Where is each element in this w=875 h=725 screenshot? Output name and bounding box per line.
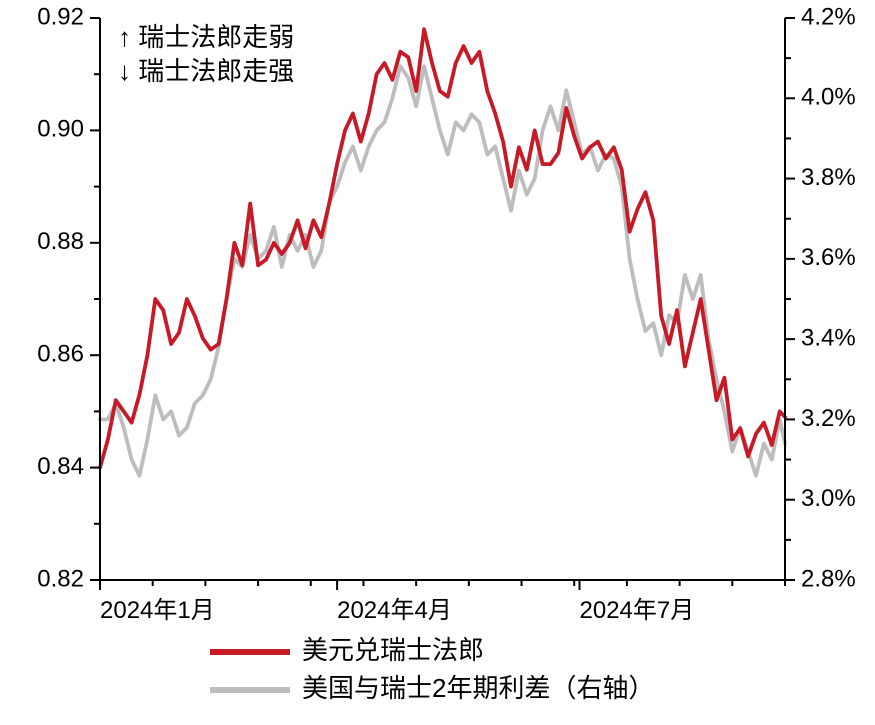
right-tick-label: 3.8% — [801, 164, 856, 191]
right-tick-label: 2.8% — [801, 565, 856, 592]
annotation-strong: ↓ 瑞士法郎走强 — [118, 56, 294, 86]
left-tick-label: 0.88 — [37, 228, 84, 255]
right-tick-label: 4.2% — [801, 3, 856, 30]
x-tick-label: 2024年1月 — [100, 597, 215, 624]
left-tick-label: 0.86 — [37, 341, 84, 368]
chart-container: 0.82 0.84 0.86 0.88 0.90 0.92 2.8% 3.0% 3.2% 3.4%… — [0, 0, 875, 725]
annotation-weak: ↑ 瑞士法郎走弱 — [118, 22, 294, 52]
dual-axis-line-chart: 0.82 0.84 0.86 0.88 0.90 0.92 2.8% 3.0% 3.2% 3.4%… — [0, 0, 875, 725]
right-tick-label: 4.0% — [801, 84, 856, 111]
left-tick-label: 0.92 — [37, 3, 84, 30]
x-tick-label: 2024年4月 — [337, 597, 452, 624]
legend-label: 美国与瑞士2年期利差（右轴） — [302, 673, 654, 703]
right-tick-label: 3.0% — [801, 485, 856, 512]
legend-label: 美元兑瑞士法郎 — [302, 635, 484, 665]
left-tick-label: 0.84 — [37, 453, 84, 480]
left-tick-label: 0.90 — [37, 116, 84, 143]
x-tick-label: 2024年7月 — [580, 597, 695, 624]
right-tick-label: 3.4% — [801, 324, 856, 351]
right-tick-label: 3.2% — [801, 405, 856, 432]
left-tick-label: 0.82 — [37, 565, 84, 592]
right-tick-label: 3.6% — [801, 244, 856, 271]
